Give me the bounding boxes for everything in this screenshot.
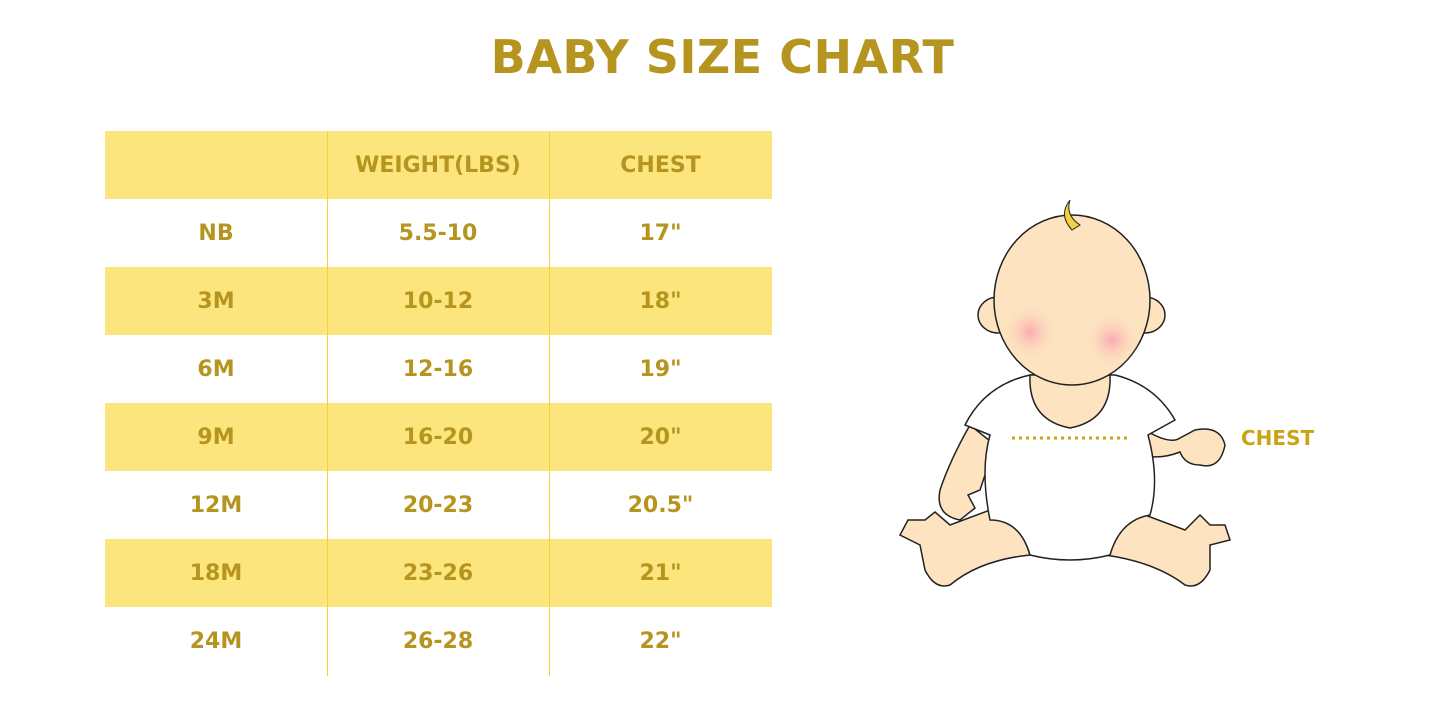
weight-cell: 10-12 xyxy=(402,288,474,314)
chest-cell: 19" xyxy=(639,356,682,382)
weight-cell: 20-23 xyxy=(402,492,474,518)
size-cell: 24M xyxy=(189,628,243,654)
header-cell xyxy=(105,131,327,199)
table-row: NB 5.5-10 17" xyxy=(105,199,772,267)
page-title: BABY SIZE CHART xyxy=(490,30,955,84)
header-cell: WEIGHT(LBS) xyxy=(355,152,521,178)
weight-cell: 12-16 xyxy=(402,356,474,382)
chest-cell: 20" xyxy=(639,424,682,450)
header-cell: CHEST xyxy=(620,152,701,178)
size-cell: 6M xyxy=(197,356,235,382)
chest-cell: 20.5" xyxy=(627,492,694,518)
weight-cell: 16-20 xyxy=(402,424,474,450)
table-header-row: WEIGHT(LBS) CHEST xyxy=(105,131,772,199)
chest-cell: 17" xyxy=(639,220,682,246)
weight-cell: 23-26 xyxy=(402,560,474,586)
chest-label: CHEST xyxy=(1241,426,1315,450)
column-divider xyxy=(549,131,550,676)
table-row: 24M 26-28 22" xyxy=(105,607,772,675)
size-cell: 3M xyxy=(197,288,235,314)
column-divider xyxy=(327,131,328,676)
size-cell: 12M xyxy=(189,492,243,518)
size-cell: NB xyxy=(198,220,234,246)
size-cell: 18M xyxy=(189,560,243,586)
table-row: 6M 12-16 19" xyxy=(105,335,772,403)
weight-cell: 5.5-10 xyxy=(398,220,478,246)
table-row: 18M 23-26 21" xyxy=(105,539,772,607)
chest-cell: 21" xyxy=(639,560,682,586)
size-table: WEIGHT(LBS) CHEST NB 5.5-10 17" 3M 10-12… xyxy=(105,131,772,675)
table-row: 12M 20-23 20.5" xyxy=(105,471,772,539)
chest-cell: 22" xyxy=(639,628,682,654)
baby-illustration xyxy=(898,199,1231,587)
chest-cell: 18" xyxy=(639,288,682,314)
table-row: 3M 10-12 18" xyxy=(105,267,772,335)
size-cell: 9M xyxy=(197,424,235,450)
table-row: 9M 16-20 20" xyxy=(105,403,772,471)
weight-cell: 26-28 xyxy=(402,628,474,654)
